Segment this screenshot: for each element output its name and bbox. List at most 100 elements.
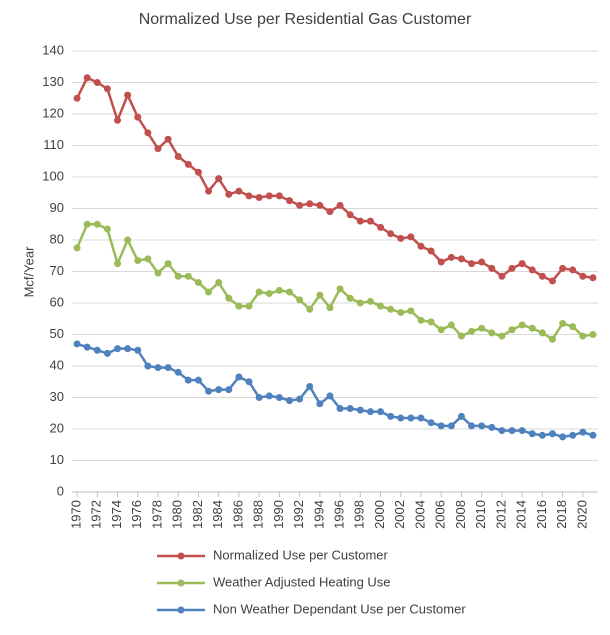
data-point [437,326,445,334]
data-point [478,258,486,266]
data-point [194,376,202,384]
data-point [215,175,223,183]
data-point [103,349,111,357]
y-tick-label: 130 [42,74,64,89]
data-point [296,395,304,403]
data-point [478,422,486,430]
data-point [427,247,435,255]
data-point [468,327,476,335]
data-point [134,346,142,354]
x-tick-label: 1974 [109,500,124,529]
x-tick-label: 1992 [291,500,306,529]
x-tick-label: 1980 [170,500,185,529]
data-point [498,427,506,435]
data-point [275,286,283,294]
data-point [255,288,263,296]
y-tick-label: 40 [50,357,64,372]
y-tick-label: 50 [50,326,64,341]
data-point [124,345,132,353]
data-point [366,297,374,305]
x-tick-label: 1990 [271,500,286,529]
data-point [366,217,374,225]
data-point [427,419,435,427]
data-point [579,272,587,280]
data-point [265,392,273,400]
y-tick-label: 90 [50,200,64,215]
data-point [225,294,233,302]
x-tick-label: 1994 [311,500,326,529]
data-point [184,376,192,384]
data-point [205,187,213,195]
data-point [397,414,405,422]
data-point [417,414,425,422]
data-point [93,220,101,228]
data-point [569,266,577,274]
y-tick-label: 20 [50,420,64,435]
y-tick-label: 0 [57,483,64,498]
x-tick-label: 2006 [433,500,448,529]
data-point [83,343,91,351]
data-point [488,264,496,272]
data-point [488,329,496,337]
data-point [93,79,101,86]
data-point [205,387,213,395]
data-point [255,193,263,201]
data-point [164,135,172,143]
data-point [538,272,546,280]
data-point [417,316,425,324]
data-point [326,304,334,312]
data-point [215,386,223,394]
data-point [83,74,91,82]
data-point [387,305,395,313]
data-point [245,378,253,386]
data-point [114,116,122,124]
data-point [265,290,273,298]
data-point [336,201,344,209]
x-tick-label: 2018 [554,500,569,529]
data-point [285,288,293,296]
data-point [407,307,415,315]
data-point [154,364,162,372]
data-point [457,255,465,263]
series-line [75,76,594,283]
data-point [548,277,556,285]
data-point [114,260,122,268]
data-point [194,279,202,287]
x-tick-label: 1986 [230,500,245,529]
x-tick-label: 1998 [352,500,367,529]
data-point [73,94,81,102]
data-point [548,335,556,343]
x-tick-label: 1982 [190,500,205,529]
data-point [134,113,142,121]
legend-marker [177,552,185,560]
data-point [205,288,213,296]
data-point [589,431,597,439]
data-point [447,253,455,261]
data-point [559,433,567,441]
data-point [316,400,324,408]
data-point [498,332,506,340]
data-point [346,294,354,302]
data-point [366,408,374,416]
data-point [589,331,597,338]
y-tick-label: 140 [42,42,64,57]
data-point [154,145,162,153]
legend-marker [177,579,185,587]
data-point [356,299,364,307]
data-point [164,260,172,268]
data-point [124,236,132,244]
data-point [387,412,395,420]
data-point [215,279,223,287]
data-point [528,324,536,332]
data-point [93,346,101,354]
x-tick-label: 2010 [473,500,488,529]
data-point [427,318,435,326]
data-point [235,187,243,195]
data-point [285,197,293,205]
data-point [377,302,385,310]
data-point [225,386,233,394]
data-point [346,405,354,413]
legend-label: Non Weather Dependant Use per Customer [213,601,466,616]
legend-label: Weather Adjusted Heating Use [213,574,391,589]
